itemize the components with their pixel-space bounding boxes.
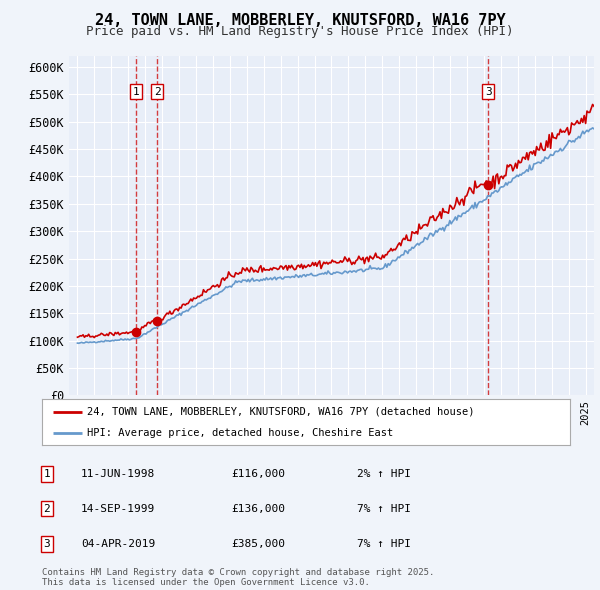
Text: 11-JUN-1998: 11-JUN-1998 [81,469,155,478]
Text: 24, TOWN LANE, MOBBERLEY, KNUTSFORD, WA16 7PY: 24, TOWN LANE, MOBBERLEY, KNUTSFORD, WA1… [95,13,505,28]
Text: 2: 2 [43,504,50,513]
Text: 1: 1 [43,469,50,478]
Text: £116,000: £116,000 [231,469,285,478]
Text: 04-APR-2019: 04-APR-2019 [81,539,155,549]
Text: Contains HM Land Registry data © Crown copyright and database right 2025.
This d: Contains HM Land Registry data © Crown c… [42,568,434,587]
Text: 7% ↑ HPI: 7% ↑ HPI [357,539,411,549]
Text: £385,000: £385,000 [231,539,285,549]
Text: 1: 1 [133,87,139,97]
Text: 7% ↑ HPI: 7% ↑ HPI [357,504,411,513]
Text: Price paid vs. HM Land Registry's House Price Index (HPI): Price paid vs. HM Land Registry's House … [86,25,514,38]
Text: £136,000: £136,000 [231,504,285,513]
Text: 2% ↑ HPI: 2% ↑ HPI [357,469,411,478]
Text: 14-SEP-1999: 14-SEP-1999 [81,504,155,513]
Text: 2: 2 [154,87,161,97]
Text: 24, TOWN LANE, MOBBERLEY, KNUTSFORD, WA16 7PY (detached house): 24, TOWN LANE, MOBBERLEY, KNUTSFORD, WA1… [87,407,475,417]
Text: 3: 3 [43,539,50,549]
Text: HPI: Average price, detached house, Cheshire East: HPI: Average price, detached house, Ches… [87,428,393,438]
Text: 3: 3 [485,87,491,97]
